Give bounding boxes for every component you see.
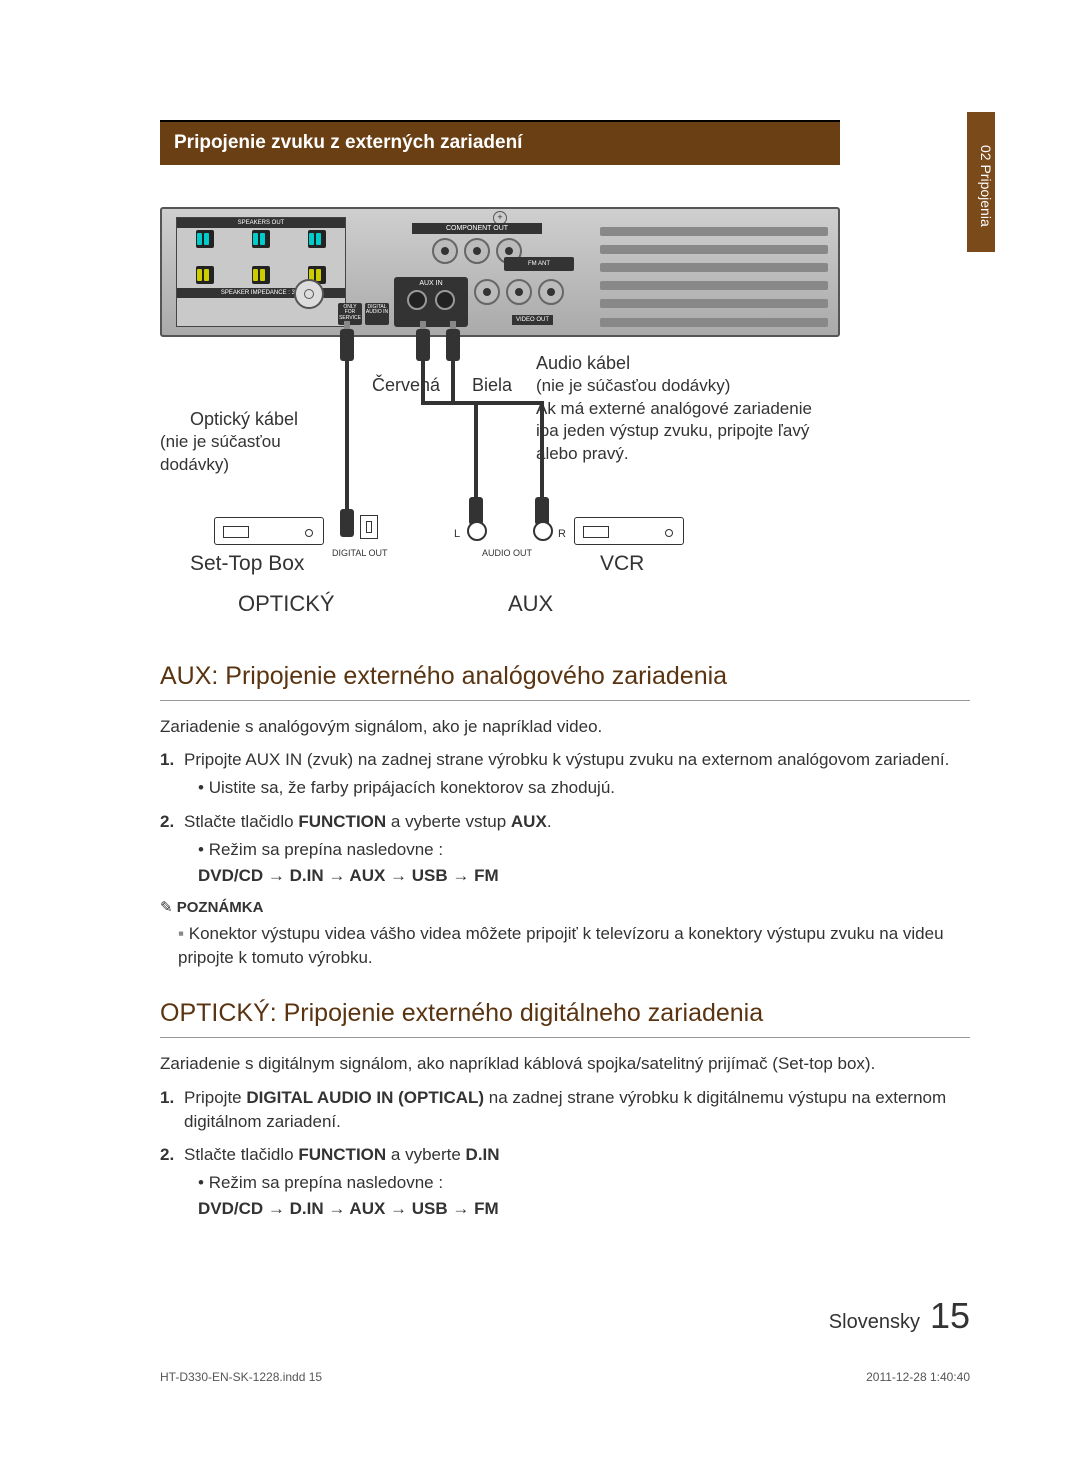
aux-cable-white-h	[451, 401, 543, 405]
label-vcr: VCR	[600, 549, 644, 578]
label-opticky-big: OPTICKÝ	[238, 589, 335, 620]
opt-step-2: 2. Stlačte tlačidlo FUNCTION a vyberte D…	[160, 1143, 970, 1220]
aux-step-1-text: Pripojte AUX IN (zvuk) na zadnej strane …	[184, 750, 949, 769]
label-aux-big: AUX	[508, 589, 553, 620]
label-cervena: Červená	[372, 373, 440, 398]
aux-mode-sequence: DVD/CD → D.IN → AUX → USB → FM	[184, 864, 970, 888]
video-out-label: VIDEO OUT	[512, 315, 553, 325]
label-digital-out: DIGITAL OUT	[332, 547, 388, 560]
aux-step-2: 2. Stlačte tlačidlo FUNCTION a vyberte v…	[160, 810, 970, 887]
optical-plug-top	[340, 329, 354, 361]
speakers-out-label: SPEAKERS OUT	[177, 218, 345, 228]
aux-plug-white-top	[446, 329, 460, 361]
aux-section-title: AUX: Pripojenie externého analógového za…	[160, 659, 970, 701]
fm-ant-label: FM ANT	[504, 257, 574, 271]
optical-cable	[345, 361, 349, 511]
aux-in-label: AUX IN	[394, 277, 468, 289]
footer-page-number: 15	[930, 1291, 970, 1341]
label-audio-kabel: Audio kábel	[536, 351, 630, 376]
settop-box-icon	[214, 517, 324, 545]
aux-step-2-bullet: Režim sa prepína nasledovne :	[198, 838, 970, 862]
rca-l-jack	[467, 521, 487, 541]
aux-cable-red-2	[474, 401, 478, 501]
round-port	[294, 279, 324, 309]
aux-intro: Zariadenie s analógovým signálom, ako je…	[160, 715, 970, 739]
label-opticky-kabel-sub: (nie je súčasťou dodávky)	[160, 431, 340, 477]
aux-plug-red-top	[416, 329, 430, 361]
label-audio-kabel-sub: (nie je súčasťou dodávky) Ak má externé …	[536, 375, 836, 467]
footer-language: Slovensky	[829, 1308, 920, 1336]
aux-cable-white-1	[451, 361, 455, 401]
speakers-out-panel: SPEAKERS OUT SPEAKER IMPEDANCE : 3 Ω	[176, 217, 346, 327]
optical-section-title: OPTICKÝ: Pripojenie externého digitálneh…	[160, 996, 970, 1038]
label-l: L	[454, 527, 460, 542]
label-r: R	[558, 527, 566, 542]
optical-intro: Zariadenie s digitálnym signálom, ako na…	[160, 1052, 970, 1076]
print-metadata: HT-D330-EN-SK-1228.indd 15 2011-12-28 1:…	[160, 1369, 970, 1386]
label-settop-box: Set-Top Box	[190, 549, 304, 578]
page-footer: Slovensky 15	[160, 1291, 970, 1341]
note-heading: POZNÁMKA	[160, 897, 970, 918]
aux-step-1-bullet: Uistite sa, že farby pripájacích konekto…	[198, 776, 970, 800]
component-out-label: COMPONENT OUT	[412, 223, 542, 235]
label-audio-out: AUDIO OUT	[482, 547, 532, 560]
opt-step-1: 1. Pripojte DIGITAL AUDIO IN (OPTICAL) n…	[160, 1086, 970, 1134]
video-jacks	[474, 279, 564, 305]
opt-mode-sequence: DVD/CD → D.IN → AUX → USB → FM	[184, 1197, 970, 1221]
opt-step-2-bullet: Režim sa prepína nasledovne :	[198, 1171, 970, 1195]
rca-r-jack	[533, 521, 553, 541]
side-tab: 02 Pripojenia	[967, 112, 995, 252]
vcr-icon	[574, 517, 684, 545]
label-biela: Biela	[472, 373, 512, 398]
section-header-bar: Pripojenie zvuku z externých zariadení	[160, 120, 840, 165]
optical-port-box	[360, 515, 378, 539]
connection-diagram: + SPEAKERS OUT SPEAKER IMPEDANCE : 3 Ω O…	[160, 189, 840, 629]
optical-plug-bottom	[340, 509, 354, 537]
print-file: HT-D330-EN-SK-1228.indd 15	[160, 1369, 322, 1386]
vent-grille	[600, 227, 828, 327]
label-opticky-kabel: Optický kábel	[190, 407, 298, 432]
aux-note-1: Konektor výstupu videa vášho videa môžet…	[178, 922, 970, 970]
aux-in-panel: AUX IN	[394, 277, 468, 327]
device-back-panel: + SPEAKERS OUT SPEAKER IMPEDANCE : 3 Ω O…	[160, 207, 840, 337]
print-timestamp: 2011-12-28 1:40:40	[866, 1369, 970, 1386]
aux-step-1: 1. Pripojte AUX IN (zvuk) na zadnej stra…	[160, 748, 970, 800]
